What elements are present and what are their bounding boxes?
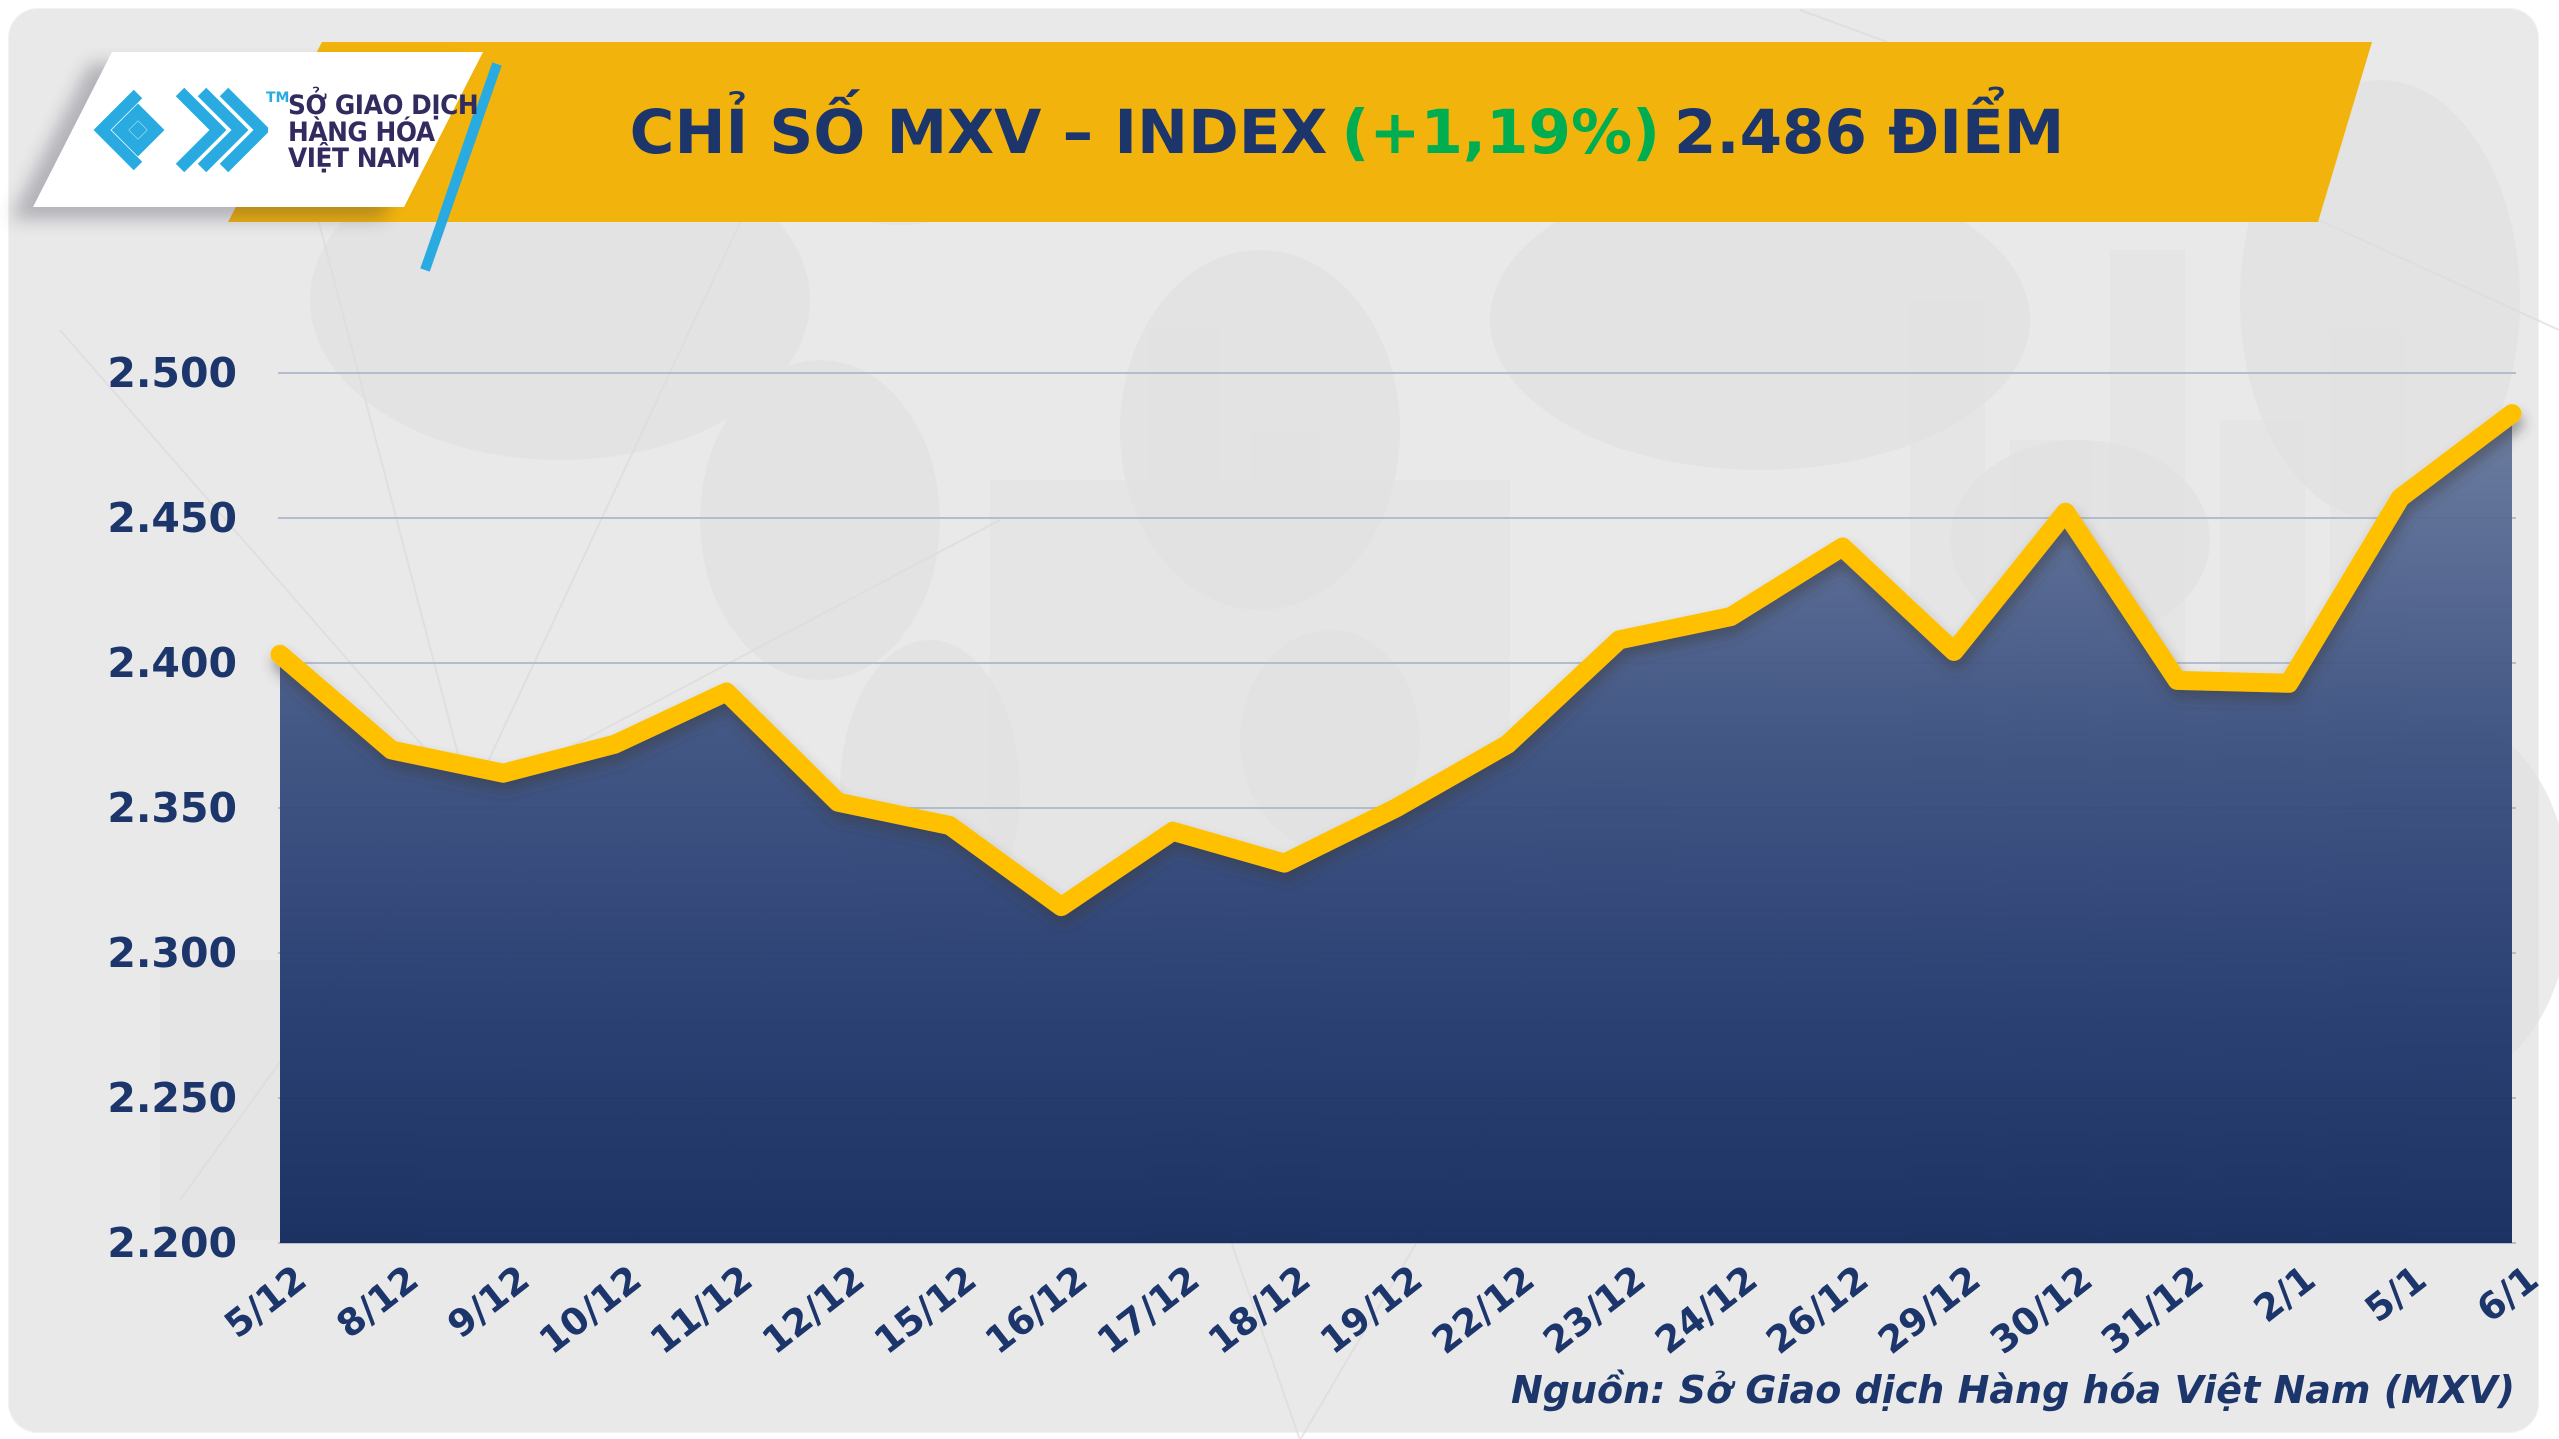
logo-center-diamond <box>129 121 147 139</box>
mxv-logo-icon <box>93 88 268 172</box>
chart-title: CHỈ SỐ MXV – INDEX (+1,19%) 2.486 ĐIỂM <box>322 42 2372 222</box>
chart-title-points: 2.486 ĐIỂM <box>1673 96 2065 168</box>
logo-text: SỞ GIAO DỊCH HÀNG HÓA VIỆT NAM <box>288 90 479 174</box>
y-axis-label-2.300: 2.300 <box>107 929 237 977</box>
y-axis-label-2.250: 2.250 <box>107 1074 237 1122</box>
chart-title-change-percent: (+1,19%) <box>1341 96 1660 168</box>
logo-text-line3: VIỆT NAM <box>288 143 421 174</box>
y-axis-label-2.350: 2.350 <box>107 784 237 832</box>
chart-title-prefix: CHỈ SỐ MXV – INDEX <box>629 96 1328 168</box>
logo-block: TM SỞ GIAO DỊCH HÀNG HÓA VIỆT NAM <box>60 80 480 190</box>
trademark-mark: TM <box>266 90 290 106</box>
logo-text-line1: SỞ GIAO DỊCH <box>288 90 479 121</box>
y-axis-label-2.400: 2.400 <box>107 639 237 687</box>
source-note: Nguồn: Sở Giao dịch Hàng hóa Việt Nam (M… <box>1511 1368 2515 1412</box>
y-axis-label-2.500: 2.500 <box>107 349 237 397</box>
y-axis-label-2.450: 2.450 <box>107 494 237 542</box>
logo-text-line2: HÀNG HÓA <box>288 116 435 148</box>
y-axis-label-2.200: 2.200 <box>107 1219 237 1267</box>
